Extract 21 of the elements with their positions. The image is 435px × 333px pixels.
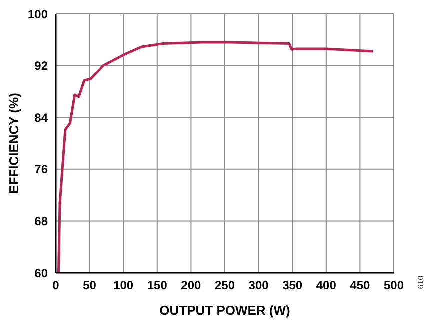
y-tick-label: 68 [34, 214, 48, 228]
y-axis-title: EFFICIENCY (%) [6, 93, 22, 194]
x-tick-label: 0 [52, 278, 60, 293]
y-tick-label: 92 [34, 59, 48, 74]
x-axis-title: OUTPUT POWER (W) [160, 303, 290, 318]
y-tick-label: 100 [28, 7, 48, 22]
y-tick-label: 76 [34, 162, 48, 177]
x-tick-label: 300 [248, 278, 270, 293]
x-tick-label: 150 [147, 278, 168, 293]
x-tick-label: 450 [350, 278, 371, 293]
y-tick-label: 84 [34, 110, 48, 125]
x-tick-label: 200 [181, 278, 202, 293]
line-series [57, 41, 374, 273]
x-tick-label: 250 [214, 278, 236, 293]
x-tick-label: 100 [114, 278, 134, 293]
x-tick-label: 50 [83, 278, 97, 293]
y-tick-label: 60 [34, 266, 48, 280]
x-tick-label: 500 [384, 278, 404, 293]
x-tick-label: 350 [282, 278, 303, 293]
text: 019 [416, 276, 425, 290]
x-tick-label: 400 [316, 278, 337, 293]
